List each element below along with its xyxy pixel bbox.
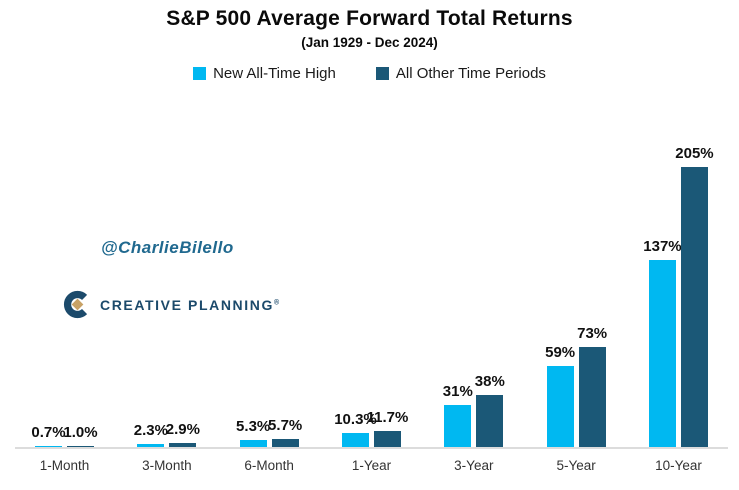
bar-group: 0.7% 1.0% bbox=[31, 424, 98, 447]
bar bbox=[67, 446, 94, 447]
bar-value-label: 0.7% bbox=[31, 424, 66, 441]
bar-value-label: 137% bbox=[643, 238, 682, 255]
bar-wrap: 2.3% bbox=[134, 422, 168, 447]
bar-wrap: 1.0% bbox=[63, 424, 98, 447]
creative-planning-logo: CREATIVE PLANNING® bbox=[63, 290, 279, 319]
bar-wrap: 137% bbox=[643, 238, 682, 447]
bar-value-label: 5.7% bbox=[268, 417, 303, 434]
x-tick-label: 6-Month bbox=[244, 458, 294, 473]
bar-value-label: 38% bbox=[474, 373, 505, 390]
bar-group: 59% 73% bbox=[545, 325, 607, 447]
bar-value-label: 205% bbox=[675, 145, 714, 162]
creative-planning-wordmark: CREATIVE PLANNING® bbox=[100, 297, 279, 313]
legend-item-all-other-time-periods: All Other Time Periods bbox=[375, 65, 546, 82]
watermark: @CharlieBilello bbox=[101, 238, 234, 257]
chart-title: S&P 500 Average Forward Total Returns bbox=[166, 7, 573, 30]
x-tick-label: 3-Year bbox=[454, 458, 494, 473]
bar bbox=[239, 440, 267, 447]
bar-value-label: 31% bbox=[442, 383, 473, 400]
bar bbox=[578, 347, 606, 447]
bar-value-label: 1.0% bbox=[63, 424, 98, 441]
bar-value-label: 59% bbox=[545, 344, 576, 361]
bar-wrap: 2.9% bbox=[166, 421, 200, 447]
x-labels-row: 1-Month 3-Month 6-Month 1-Year 3-Year 5-Year 1… bbox=[0, 458, 739, 473]
chart-subtitle: (Jan 1929 - Dec 2024) bbox=[301, 35, 438, 50]
bar bbox=[35, 446, 62, 447]
bar-value-label: 10.3% bbox=[334, 411, 377, 428]
bar-wrap: 38% bbox=[475, 373, 505, 447]
bar-value-label: 2.3% bbox=[133, 422, 168, 439]
bar-wrap: 5.7% bbox=[268, 417, 302, 447]
bar bbox=[373, 431, 401, 447]
bar bbox=[169, 443, 197, 447]
legend-label: New All-Time High bbox=[213, 65, 336, 82]
legend-swatch-new-all-time-high bbox=[193, 67, 207, 80]
legend: New All-Time High All Other Time Periods bbox=[0, 65, 739, 82]
plot-area: 0.7% 1.0% 2.3% 2.9% 5.3% 5.7% 10.3% 11.7% 31% 38%… bbox=[0, 125, 739, 473]
bar-wrap: 73% bbox=[577, 325, 607, 447]
bar bbox=[680, 167, 708, 447]
bar-value-label: 5.3% bbox=[236, 418, 271, 435]
bar-group: 10.3% 11.7% bbox=[334, 409, 408, 447]
bar-wrap: 11.7% bbox=[367, 409, 408, 447]
registered-trademark-icon: ® bbox=[273, 298, 280, 306]
bar-value-label: 2.9% bbox=[165, 421, 200, 438]
creative-planning-c-icon bbox=[63, 290, 88, 319]
bar bbox=[341, 433, 369, 447]
bar bbox=[271, 439, 299, 447]
bar-group: 137% 205% bbox=[643, 145, 714, 447]
bar bbox=[444, 405, 472, 447]
bar-group: 31% 38% bbox=[443, 373, 505, 447]
logo-text: CREATIVE PLANNING bbox=[100, 296, 274, 313]
x-axis-line bbox=[15, 447, 728, 449]
bar-wrap: 59% bbox=[545, 344, 575, 447]
bar-value-label: 73% bbox=[577, 325, 608, 342]
bar-wrap: 10.3% bbox=[334, 411, 377, 447]
x-tick-label: 1-Year bbox=[351, 458, 392, 473]
x-tick-label: 3-Month bbox=[142, 458, 192, 473]
legend-item-new-all-time-high: New All-Time High bbox=[193, 65, 336, 82]
legend-label: All Other Time Periods bbox=[395, 65, 546, 82]
bar-wrap: 205% bbox=[675, 145, 714, 447]
bar-group: 2.3% 2.9% bbox=[134, 421, 200, 447]
bar-wrap: 0.7% bbox=[31, 424, 66, 447]
x-tick-label: 10-Year bbox=[655, 458, 702, 473]
bars-row: 0.7% 1.0% 2.3% 2.9% 5.3% 5.7% 10.3% 11.7% 31% 38%… bbox=[0, 125, 739, 447]
bar-wrap: 31% bbox=[443, 383, 473, 447]
x-tick-label: 1-Month bbox=[39, 458, 90, 473]
bar bbox=[137, 444, 165, 447]
bar-group: 5.3% 5.7% bbox=[236, 417, 302, 447]
legend-swatch-all-other-time-periods bbox=[375, 67, 389, 80]
bar bbox=[546, 366, 574, 447]
bar-wrap: 5.3% bbox=[236, 418, 270, 447]
bar bbox=[648, 260, 676, 447]
x-tick-label: 5-Year bbox=[556, 458, 596, 473]
bar bbox=[476, 395, 504, 447]
bar-value-label: 11.7% bbox=[366, 409, 409, 426]
